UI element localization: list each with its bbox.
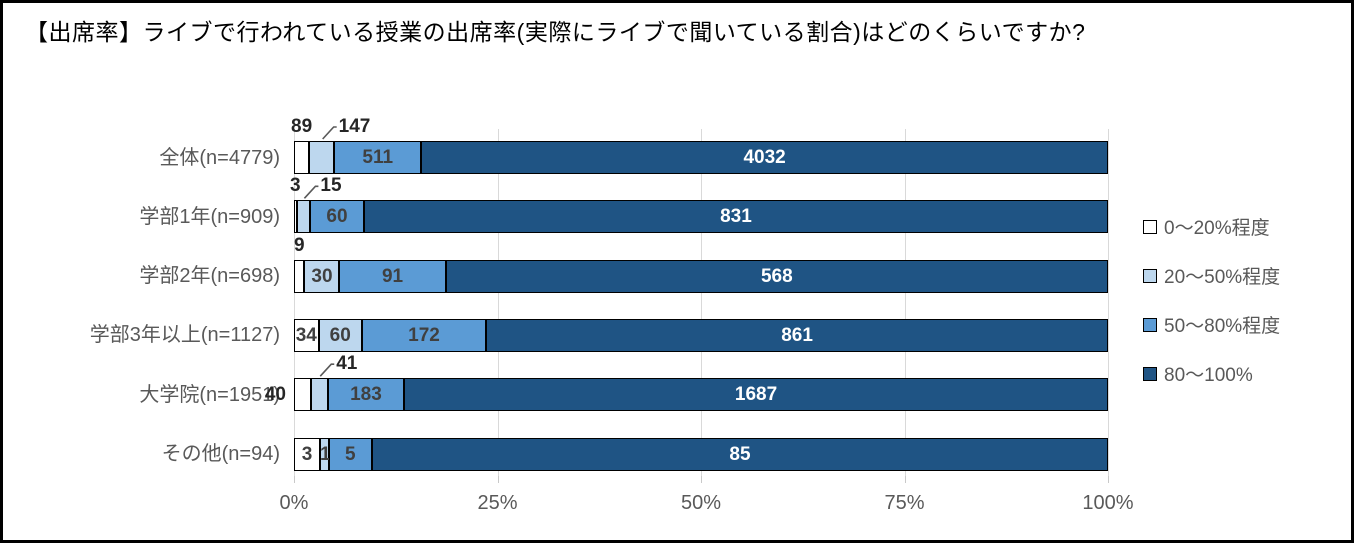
callout-leader-line <box>319 363 335 377</box>
bar-value-label-callout: 41 <box>336 353 358 375</box>
gridline <box>497 129 499 476</box>
legend-swatch <box>1143 317 1157 332</box>
bar-segment <box>371 437 1108 471</box>
bar-value-label-callout: 147 <box>338 116 371 137</box>
gridline <box>1108 129 1109 476</box>
bar-value-label-callout: 15 <box>320 175 342 197</box>
category-label: その他(n=94) <box>161 443 280 465</box>
legend-item: 80〜100% <box>1143 360 1253 387</box>
x-axis-tick <box>497 476 499 483</box>
legend-swatch <box>1143 219 1157 234</box>
gridline <box>294 129 295 476</box>
bar-segment <box>445 259 1108 293</box>
bar-segment <box>318 318 362 352</box>
x-axis-tick <box>904 476 906 483</box>
bar-segment <box>486 318 1108 352</box>
bar-value-label-above: 3 <box>290 175 301 197</box>
gridline <box>904 129 906 476</box>
legend-label: 20〜50%程度 <box>1164 267 1281 288</box>
category-label: 大学院(n=1951) <box>139 383 280 406</box>
gridline <box>701 129 702 476</box>
legend-swatch <box>1143 268 1157 283</box>
bar-segment <box>309 141 335 174</box>
bar-segment <box>310 378 328 412</box>
bar-segment <box>294 141 310 174</box>
bar-segment <box>421 141 1108 174</box>
category-label: 学部3年以上(n=1127) <box>89 324 280 347</box>
bar-segment <box>327 378 405 412</box>
bar-segment <box>294 200 297 234</box>
bar-segment <box>404 378 1108 412</box>
bar-segment <box>361 318 487 352</box>
x-axis-tick <box>1108 476 1109 483</box>
legend-swatch <box>1143 366 1157 381</box>
bar-segment <box>304 259 340 293</box>
x-axis-tick <box>294 476 295 483</box>
legend-label: 0〜20%程度 <box>1164 218 1270 239</box>
bar-value-label-above: 89 <box>291 116 313 137</box>
bar-segment <box>294 259 305 293</box>
legend-item: 20〜50%程度 <box>1143 262 1280 289</box>
x-tick-label: 0% <box>279 492 309 514</box>
legend-item: 0〜20%程度 <box>1143 213 1270 240</box>
bar-segment <box>319 437 329 471</box>
bar-segment <box>339 259 446 293</box>
bar-segment <box>328 437 372 471</box>
bar-value-label-outside: 40 <box>264 383 286 405</box>
x-axis-tick <box>701 476 702 483</box>
x-tick-label: 75% <box>884 492 925 514</box>
bar-segment <box>296 200 311 234</box>
category-label: 全体(n=4779) <box>159 146 280 169</box>
bar-segment <box>294 437 320 471</box>
legend-label: 80〜100% <box>1164 365 1253 386</box>
bar-segment <box>334 141 422 174</box>
x-tick-label: 25% <box>477 492 518 514</box>
x-tick-label: 50% <box>680 492 722 514</box>
legend-label: 50〜80%程度 <box>1164 316 1281 337</box>
legend-item: 50〜80%程度 <box>1143 311 1280 338</box>
x-tick-label: 100% <box>1082 492 1134 514</box>
category-label: 学部1年(n=909) <box>139 205 280 228</box>
bar-segment <box>363 200 1108 234</box>
bar-segment <box>310 200 364 234</box>
bar-segment <box>294 318 319 352</box>
bar-value-label-above: 9 <box>293 234 305 256</box>
bar-segment <box>294 378 311 412</box>
chart-title: 【出席率】ライブで行われている授業の出席率(実際にライブで聞いている割合)はどの… <box>25 19 1086 45</box>
category-label: 学部2年(n=698) <box>139 265 280 288</box>
